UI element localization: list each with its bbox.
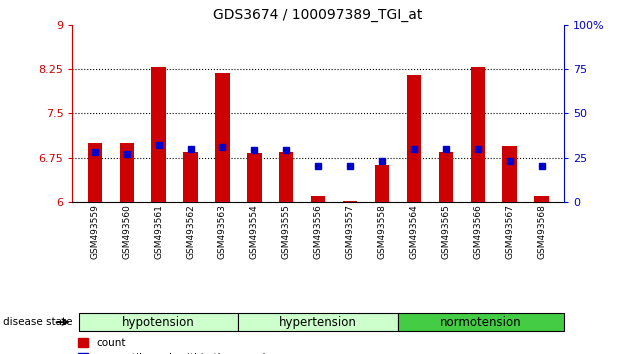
Bar [79, 313, 238, 331]
Bar [398, 313, 564, 331]
Bar [151, 67, 166, 202]
Bar [279, 152, 294, 202]
Bar [215, 73, 229, 202]
Bar [438, 152, 453, 202]
Text: hypertension: hypertension [279, 316, 357, 329]
Bar [238, 313, 398, 331]
Legend: count, percentile rank within the sample: count, percentile rank within the sample [77, 338, 272, 354]
Bar [183, 152, 198, 202]
Bar [120, 143, 134, 202]
Text: hypotension: hypotension [122, 316, 195, 329]
Bar [88, 143, 102, 202]
Bar [375, 165, 389, 202]
Bar [534, 196, 549, 202]
Bar [407, 75, 421, 202]
Bar [503, 146, 517, 202]
Bar [471, 67, 485, 202]
Bar [247, 153, 261, 202]
Text: normotension: normotension [440, 316, 522, 329]
Title: GDS3674 / 100097389_TGI_at: GDS3674 / 100097389_TGI_at [214, 8, 423, 22]
Bar [311, 196, 325, 202]
Text: disease state: disease state [3, 317, 72, 327]
Bar [343, 201, 357, 202]
